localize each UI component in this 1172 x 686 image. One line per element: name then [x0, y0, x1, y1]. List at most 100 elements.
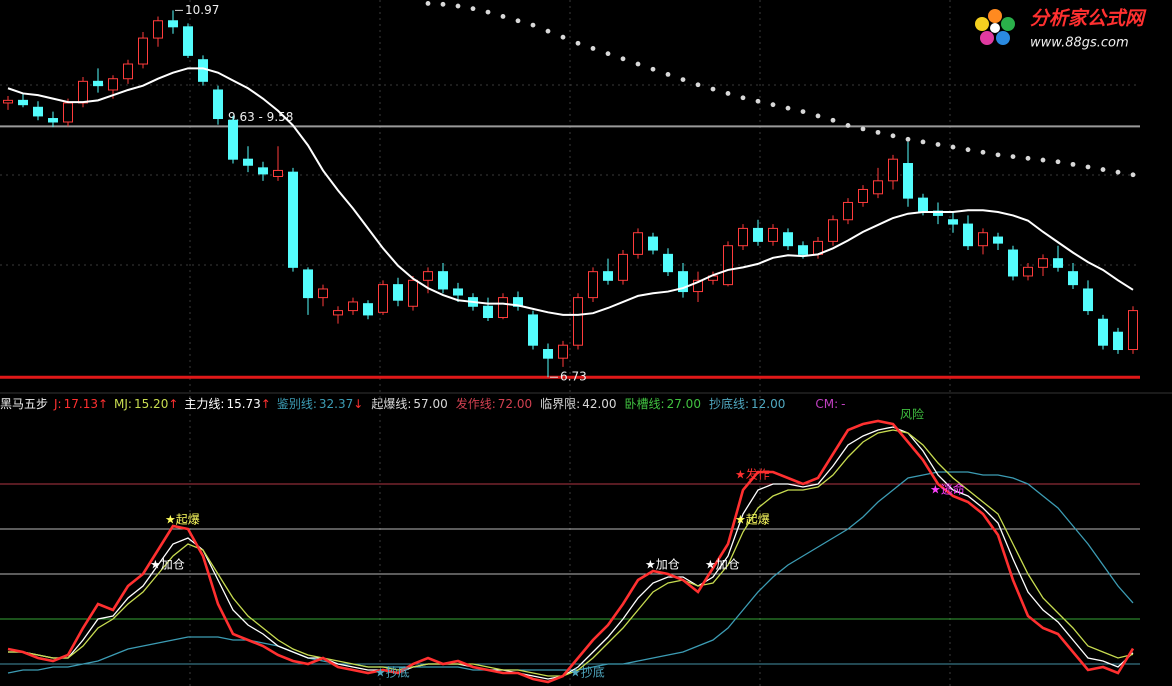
logo-petal	[996, 31, 1010, 45]
candle-body	[93, 80, 103, 87]
sar-dot	[620, 56, 626, 62]
readout-item: 72.00	[498, 397, 532, 411]
sar-dot	[740, 95, 746, 101]
candle-body	[798, 245, 808, 255]
candle-body	[393, 284, 403, 301]
readout-item: 起爆线:	[371, 397, 411, 411]
sar-dot	[875, 129, 881, 135]
readout-item: ↑	[168, 397, 178, 411]
candle-body	[753, 227, 763, 242]
readout-item: 32.37	[319, 397, 353, 411]
sar-dot	[980, 149, 986, 155]
candle-body	[3, 99, 13, 104]
candle-body	[168, 20, 178, 28]
candle-body	[228, 119, 238, 160]
sar-dot	[725, 91, 731, 96]
sar-dot	[575, 40, 581, 46]
candle-body	[1053, 258, 1063, 268]
logo: 分析家公式网 www.88gs.com	[975, 8, 1147, 51]
candle-body	[783, 232, 793, 247]
candle-body	[198, 59, 208, 82]
candle-body	[843, 201, 853, 221]
readout-item: ↓	[353, 397, 363, 411]
logo-title: 分析家公式网	[1030, 8, 1147, 30]
sar-dot	[1130, 172, 1136, 178]
candle-body	[18, 99, 28, 106]
candle-body	[1083, 288, 1093, 312]
logo-petal	[988, 9, 1002, 23]
candle-body	[948, 219, 958, 225]
candle-body	[498, 297, 508, 319]
level-label: 9.63 - 9.58	[228, 110, 293, 124]
sar-dot	[590, 46, 596, 51]
candle-body	[603, 271, 613, 281]
signal-label: ★发作	[735, 467, 770, 482]
candle-body	[633, 232, 643, 255]
signal-label: ★起爆	[735, 513, 770, 527]
candle-body	[573, 297, 583, 346]
sar-dot	[560, 34, 566, 40]
indicator-readout: 黑马五步 J: 17.13↑ MJ: 15.20↑ 主力线: 15.73↑ 鉴别线: 32.37…	[0, 396, 845, 411]
sar-dot	[890, 133, 896, 139]
candle-body	[213, 89, 223, 120]
sar-dot	[515, 18, 521, 24]
readout-item: J:	[53, 397, 62, 411]
candle-body	[1128, 310, 1138, 351]
candle-body	[408, 279, 418, 307]
candle-body	[423, 271, 433, 281]
candle-body	[1068, 271, 1078, 286]
signal-label: ★加仓	[150, 558, 185, 572]
candle-body	[243, 158, 253, 166]
sar-dot	[695, 82, 701, 88]
sar-dot	[635, 61, 641, 67]
candle-body	[318, 288, 328, 299]
readout-item: 发作线:	[456, 396, 496, 411]
logo-petal	[1001, 17, 1015, 31]
candle-body	[138, 37, 148, 65]
readout-item: 卧槽线:	[625, 397, 665, 411]
candle-body	[693, 279, 703, 293]
candle-body	[888, 158, 898, 182]
candle-body	[303, 269, 313, 299]
sar-dot	[650, 66, 656, 72]
sar-dot	[785, 105, 791, 111]
candle-body	[723, 245, 733, 286]
candle-body	[438, 271, 448, 290]
sar-dot	[830, 117, 836, 123]
sar-dot	[455, 3, 461, 9]
sar-dot	[965, 147, 971, 153]
candle-body	[648, 236, 658, 251]
signal-label: ★加仓	[645, 558, 680, 572]
sar-dot	[680, 77, 686, 82]
candle-body	[1023, 266, 1033, 277]
candle-body	[1113, 331, 1123, 351]
candle-body	[558, 344, 568, 359]
candle-body	[993, 236, 1003, 244]
sar-dot	[710, 86, 716, 92]
candle-body	[528, 314, 538, 346]
sar-dot	[860, 126, 866, 132]
candle-body	[738, 227, 748, 247]
signal-label: 风险	[900, 407, 924, 422]
sar-dot	[815, 113, 821, 119]
sar-dot	[935, 142, 941, 147]
readout-item: MJ:	[114, 397, 132, 411]
sar-dot	[800, 109, 806, 115]
signal-label: ★逃命	[930, 482, 965, 497]
candle-body	[333, 310, 343, 316]
sar-dot	[770, 102, 776, 108]
candle-body	[963, 223, 973, 247]
readout-item: ↑	[261, 397, 271, 411]
readout-item: 15.20	[134, 397, 168, 411]
logo-center	[990, 23, 1000, 33]
candle-body	[768, 227, 778, 242]
candle-body	[1098, 318, 1108, 346]
candle-body	[918, 197, 928, 212]
readout-item: 17.13	[64, 397, 98, 411]
candle-body	[453, 288, 463, 296]
signal-label: ★抄底	[570, 665, 605, 680]
candle-body	[363, 303, 373, 316]
candle-body	[273, 169, 283, 177]
candle-body	[348, 301, 358, 312]
